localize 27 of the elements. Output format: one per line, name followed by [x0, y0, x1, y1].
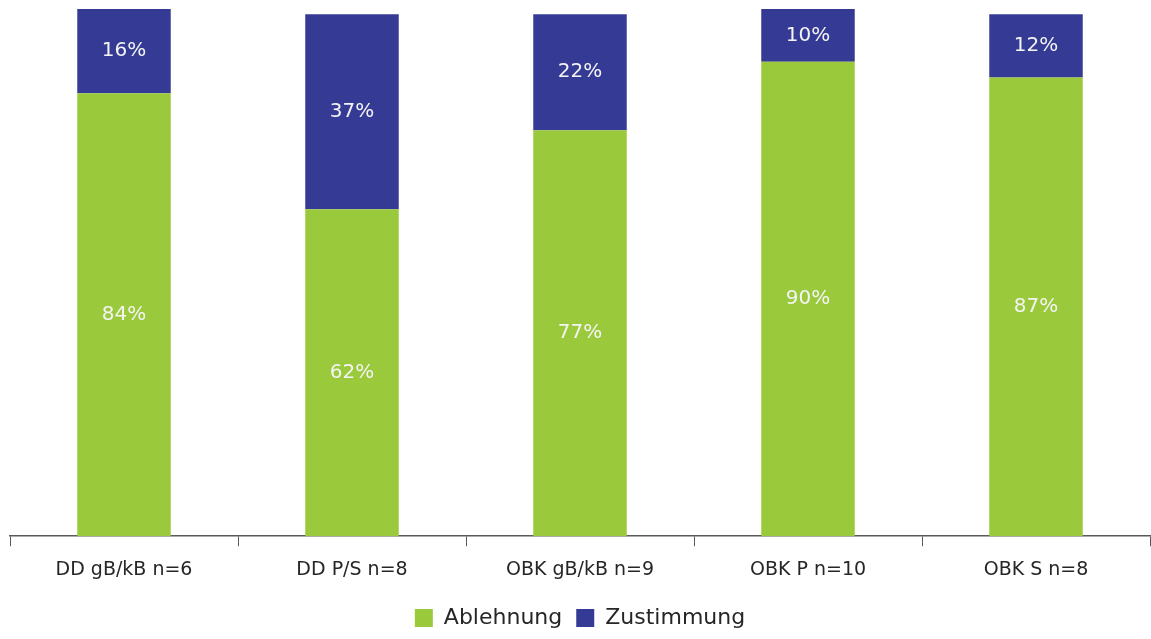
- data-label: 62%: [329, 358, 375, 383]
- data-label: 87%: [1013, 293, 1059, 318]
- bar: [533, 130, 627, 537]
- bar: [77, 9, 171, 94]
- x-tick-label: DD gB/kB n=6: [55, 556, 193, 579]
- bar: [305, 209, 399, 537]
- bar: [989, 14, 1083, 78]
- data-label: 77%: [557, 319, 603, 344]
- x-tick-label: OBK gB/kB n=9: [505, 556, 655, 579]
- bar: [989, 77, 1083, 537]
- bar: [77, 93, 171, 537]
- data-label: 37%: [329, 98, 375, 123]
- data-label: 90%: [785, 285, 831, 310]
- data-label: 84%: [101, 300, 147, 325]
- legend-label: Zustimmung: [605, 603, 746, 629]
- data-label: 12%: [1013, 32, 1059, 57]
- data-label: 16%: [101, 37, 147, 62]
- bar: [305, 14, 399, 210]
- data-label: 10%: [785, 21, 831, 46]
- bar: [761, 61, 855, 537]
- bar: [761, 9, 855, 62]
- bar: [533, 14, 627, 131]
- x-tick-label: DD P/S n=8: [296, 556, 408, 579]
- data-label: 22%: [557, 58, 603, 83]
- x-tick-label: OBK P n=10: [749, 556, 867, 579]
- legend-label: Ablehnung: [443, 603, 563, 629]
- x-tick-label: OBK S n=8: [983, 556, 1089, 579]
